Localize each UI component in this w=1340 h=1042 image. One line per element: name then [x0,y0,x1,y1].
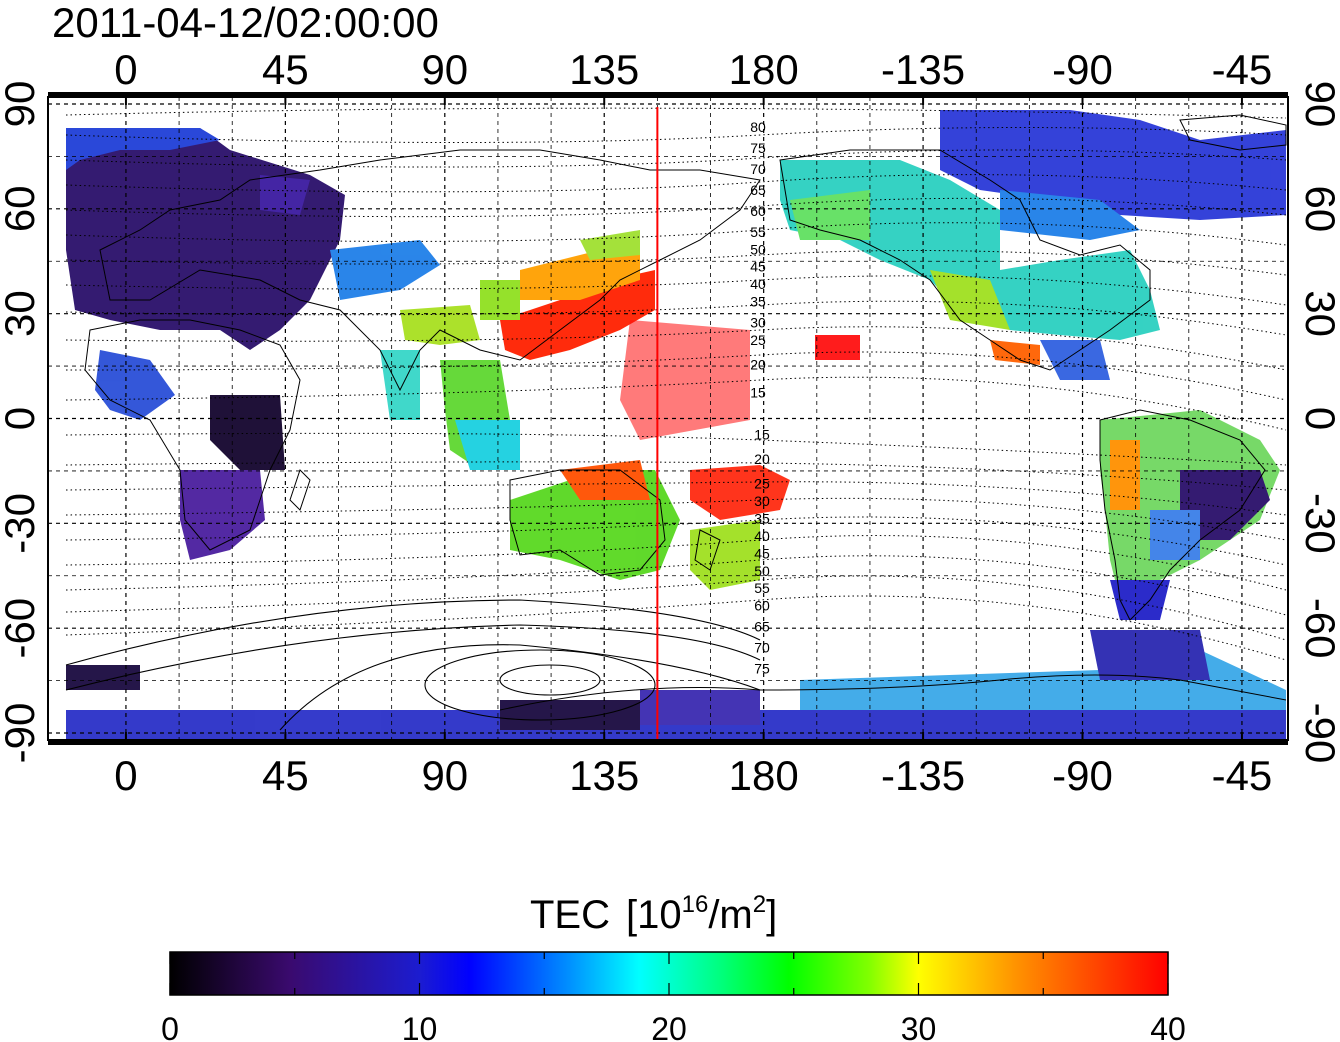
left-lat-label: 0 [0,407,43,430]
contour-label: 25 [750,332,766,348]
bottom-lon-label: 0 [114,752,137,799]
right-lat-label: -90 [1297,703,1340,764]
right-latitude-labels: 90 60 30 0 -30 -60 -90 [1297,81,1340,764]
contour-label: 55 [754,580,770,596]
colorbar-unit-exp2: 2 [753,891,766,918]
contour-label: 50 [750,241,766,257]
bottom-lon-label: -90 [1052,752,1113,799]
right-lat-label: -60 [1297,598,1340,659]
right-lat-label: 60 [1297,185,1340,232]
contour-label: 15 [750,385,766,401]
bottom-lon-label: -45 [1212,752,1273,799]
contour-label: 40 [750,276,766,292]
left-lat-label: 90 [0,81,43,128]
colorbar-tick-label: 30 [901,1011,937,1042]
contour-label: 20 [750,357,766,373]
left-lat-label: 30 [0,290,43,337]
bottom-frame-bar [48,740,1288,745]
bottom-longitude-labels: 0 45 90 135 180 -135 -90 -45 [114,752,1272,799]
top-lon-label: 180 [729,46,799,93]
contour-label: 70 [754,640,770,656]
contour-label: 50 [754,563,770,579]
contour-label: 15 [754,426,770,442]
timestamp-title: 2011-04-12/02:00:00 [52,0,439,46]
colorbar-tick-label: 40 [1150,1011,1186,1042]
right-lat-label: 0 [1297,407,1340,430]
coastlines [84,114,1287,711]
frame-ticks [48,92,1288,745]
left-lat-label: -30 [0,493,43,554]
top-lon-label: 90 [421,46,468,93]
contour-label: 45 [754,545,770,561]
contour-label: 55 [750,224,766,240]
top-lon-label: -90 [1052,46,1113,93]
top-lon-label: -45 [1212,46,1273,93]
contour-label: 75 [750,140,766,156]
colorbar-title: TEC [1016/m2] [530,891,777,937]
contour-label: 30 [754,493,770,509]
colorbar-unit-prefix: [10 [626,893,682,937]
contour-label: 60 [754,598,770,614]
magnetic-pole-contours [65,599,761,731]
contour-label: 80 [750,119,766,135]
contour-label: 70 [750,161,766,177]
top-lon-label: 135 [569,46,639,93]
colorbar-unit-mid: /m [708,893,752,937]
colorbar-tick-label: 10 [402,1011,438,1042]
contour-label: 40 [754,528,770,544]
contour-label: 35 [750,294,766,310]
contour-label: 35 [754,510,770,526]
contour-label: 65 [750,182,766,198]
top-frame-bar [48,92,1288,97]
colorbar-ticks [169,952,1169,995]
right-lat-label: -30 [1297,493,1340,554]
contour-label: 45 [750,259,766,275]
right-lat-label: 30 [1297,290,1340,337]
left-latitude-labels: 90 60 30 0 -30 -60 -90 [0,81,43,764]
bottom-lon-label: -135 [881,752,965,799]
contour-label: 25 [754,475,770,491]
graticule-grid [48,97,1288,740]
top-lon-label: 45 [262,46,309,93]
left-lat-label: -60 [0,598,43,659]
colorbar-unit-exp: 16 [682,891,709,918]
contour-label: 20 [754,451,770,467]
colorbar-title-name: TEC [530,893,610,937]
contour-label: 65 [754,619,770,635]
top-longitude-labels: 0 45 90 135 180 -135 -90 -45 [114,46,1272,93]
top-lon-label: -135 [881,46,965,93]
contour-label: 75 [754,661,770,677]
colorbar-tick-labels: 0 10 20 30 40 [161,1011,1186,1042]
right-lat-label: 90 [1297,81,1340,128]
bottom-lon-label: 45 [262,752,309,799]
colorbar-unit-suffix: ] [766,893,777,937]
bottom-lon-label: 135 [569,752,639,799]
tec-data-layer [66,110,1286,740]
colorbar-tick-label: 20 [651,1011,687,1042]
contour-label: 60 [750,203,766,219]
contour-label: 30 [750,315,766,331]
top-lon-label: 0 [114,46,137,93]
left-lat-label: 60 [0,185,43,232]
bottom-lon-label: 180 [729,752,799,799]
colorbar-tick-label: 0 [161,1011,179,1042]
bottom-lon-label: 90 [421,752,468,799]
left-lat-label: -90 [0,703,43,764]
